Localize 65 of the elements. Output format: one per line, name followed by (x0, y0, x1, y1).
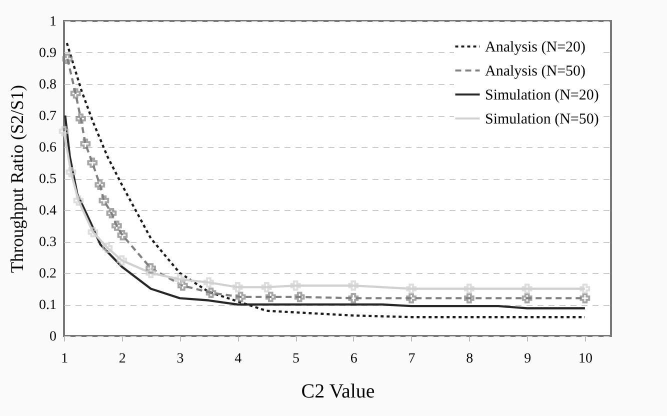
point (406, 293, 416, 304)
point (464, 293, 474, 304)
point (235, 292, 246, 302)
y-tick-label: 0.2 (39, 266, 56, 282)
x-tick-label: 2 (118, 352, 126, 366)
x-tick-label: 10 (578, 352, 592, 366)
point (58, 126, 70, 136)
point (73, 195, 84, 206)
legend-label: Analysis (N=20) (485, 40, 586, 56)
y-tick-label: 0.5 (39, 172, 56, 187)
point (111, 220, 122, 231)
point (174, 274, 185, 284)
x-axis-title: C2 Value (301, 380, 375, 402)
y-axis-title: Throughput Ratio (S2/S1) (7, 84, 27, 273)
x-tick-label: 4 (234, 352, 242, 366)
point (146, 263, 156, 274)
point (146, 268, 156, 278)
point (204, 277, 214, 288)
point (348, 280, 359, 291)
point (106, 208, 117, 218)
x-tick-label: 8 (466, 352, 474, 366)
point (522, 293, 532, 304)
point (98, 195, 110, 206)
point (406, 284, 416, 294)
point (94, 180, 106, 190)
point (261, 282, 272, 292)
y-tick-label: 0.7 (39, 109, 56, 124)
point (102, 242, 113, 253)
point (294, 292, 305, 302)
point (580, 284, 590, 294)
y-tick-label: 0.3 (39, 235, 56, 250)
point (87, 158, 98, 168)
y-tick-label: 0.9 (39, 46, 56, 61)
point (80, 138, 91, 150)
point (522, 284, 532, 294)
point (580, 293, 590, 304)
x-tick-label: 5 (292, 352, 300, 366)
point (232, 282, 243, 292)
point (70, 88, 81, 99)
x-tick-label: 1 (61, 352, 68, 366)
point (290, 280, 301, 291)
point (177, 280, 188, 291)
x-tick-label: 7 (408, 352, 416, 366)
point (116, 255, 128, 266)
point (62, 54, 73, 64)
legend-label: Simulation (N=50) (485, 112, 599, 128)
x-tick-label: 9 (524, 352, 532, 366)
point (348, 293, 359, 304)
y-tick-label: 0.4 (39, 204, 56, 218)
point (117, 230, 128, 240)
y-tick-label: 0 (50, 330, 56, 344)
y-tick-label: 0.1 (39, 298, 56, 313)
y-tick-label: 0.8 (39, 78, 56, 92)
y-tick-label: 1 (50, 14, 56, 30)
point (464, 284, 474, 294)
point (66, 167, 76, 178)
x-tick-label: 6 (350, 352, 358, 366)
legend-label: Simulation (N=20) (485, 88, 599, 104)
point (88, 226, 98, 238)
point (206, 288, 216, 298)
x-tick-label: 3 (176, 352, 184, 366)
y-tick-label: 0.6 (39, 140, 56, 156)
point (265, 292, 276, 302)
legend-label: Analysis (N=50) (485, 64, 586, 80)
point (76, 113, 86, 124)
